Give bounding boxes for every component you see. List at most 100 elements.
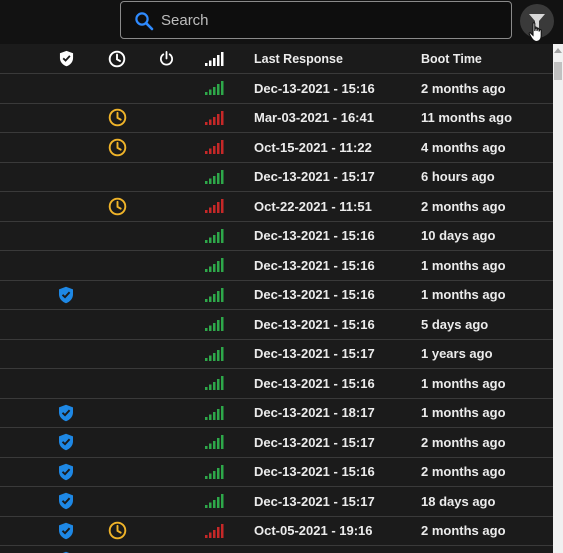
col-header-power[interactable] <box>156 44 176 73</box>
clock-cell <box>106 369 128 398</box>
table-row[interactable]: Oct-05-2021 - 19:16 2 months ago <box>0 517 553 546</box>
signal-cell <box>203 310 227 339</box>
power-cell <box>156 104 176 133</box>
filter-button[interactable] <box>520 4 554 43</box>
clock-cell <box>106 192 128 221</box>
shield-check-icon <box>59 434 73 451</box>
table-row[interactable]: Oct-15-2021 - 11:22 4 months ago <box>0 133 553 163</box>
clock-icon <box>108 138 126 157</box>
boot-time-cell: 2 months ago <box>421 523 506 539</box>
last-response-cell: Dec-13-2021 - 15:17 <box>254 346 375 362</box>
last-response-cell: Mar-03-2021 - 16:41 <box>254 110 374 126</box>
scroll-up-arrow[interactable] <box>554 48 562 53</box>
scroll-thumb[interactable] <box>554 62 562 80</box>
protection-cell <box>56 487 76 516</box>
boot-time-cell: 1 months ago <box>421 257 506 273</box>
signal-cell <box>203 458 227 487</box>
protection-cell <box>56 428 76 457</box>
clock-cell <box>106 428 128 457</box>
boot-time-cell <box>421 546 551 553</box>
clock-cell <box>106 281 128 310</box>
power-cell <box>156 340 176 369</box>
table-row[interactable]: Dec-13-2021 - 15:16 1 months ago <box>0 281 553 310</box>
table-row[interactable]: Dec-13-2021 - 15:16 2 months ago <box>0 458 553 487</box>
table-row[interactable]: Dec-13-2021 - 18:17 1 months ago <box>0 399 553 428</box>
clock-icon <box>108 197 126 216</box>
col-header-boot-time[interactable]: Boot Time <box>421 51 482 66</box>
signal-cell <box>203 222 227 251</box>
table-row[interactable]: Dec-13-2021 - 15:16 10 days ago <box>0 222 553 251</box>
signal-icon <box>205 287 224 302</box>
shield-check-icon <box>59 493 73 510</box>
boot-time-cell: 5 days ago <box>421 316 489 332</box>
table-row[interactable]: Dec-13-2021 - 15:16 1 months ago <box>0 369 553 399</box>
table-row[interactable]: Dec-13-2021 - 15:16 2 months ago <box>0 74 553 104</box>
table-row[interactable]: Dec-13-2021 - 15:17 6 hours ago <box>0 163 553 192</box>
protection-cell <box>56 399 76 428</box>
last-response-cell: Oct-15-2021 - 11:22 <box>254 139 372 155</box>
power-cell <box>156 133 176 162</box>
signal-cell <box>203 369 227 398</box>
power-cell <box>156 310 176 339</box>
protection-cell <box>56 222 76 251</box>
signal-cell <box>203 133 227 162</box>
col-header-last-response[interactable]: Last Response <box>254 51 343 66</box>
last-response-cell: Dec-13-2021 - 18:17 <box>254 405 375 421</box>
col-header-clock[interactable] <box>106 44 128 73</box>
last-response-cell: Oct-05-2021 - 19:16 <box>254 523 373 539</box>
signal-cell <box>203 251 227 280</box>
clock-cell <box>106 517 128 546</box>
last-response-cell <box>254 546 414 553</box>
signal-icon <box>205 376 224 391</box>
signal-cell <box>203 163 227 192</box>
last-response-cell: Dec-13-2021 - 15:16 <box>254 375 375 391</box>
protection-cell <box>56 458 76 487</box>
clock-cell <box>106 458 128 487</box>
vertical-scrollbar[interactable] <box>553 44 563 553</box>
power-cell <box>156 192 176 221</box>
search-input[interactable] <box>161 8 491 32</box>
signal-icon <box>205 199 224 214</box>
table-row[interactable]: Dec-13-2021 - 15:17 2 months ago <box>0 428 553 458</box>
clock-cell <box>106 340 128 369</box>
table-row[interactable]: Dec-13-2021 - 15:16 1 months ago <box>0 251 553 281</box>
boot-time-cell: 2 months ago <box>421 464 506 480</box>
col-header-signal[interactable] <box>203 44 227 73</box>
power-cell <box>156 163 176 192</box>
col-header-protection[interactable] <box>56 44 76 73</box>
table-row[interactable]: Dec-13-2021 - 15:16 5 days ago <box>0 310 553 340</box>
signal-icon <box>205 435 224 450</box>
table-row[interactable]: Oct-22-2021 - 11:51 2 months ago <box>0 192 553 222</box>
filter-icon <box>529 14 545 28</box>
boot-time-cell: 1 months ago <box>421 405 506 421</box>
power-cell <box>156 369 176 398</box>
table-row[interactable]: Mar-03-2021 - 16:41 11 months ago <box>0 104 553 133</box>
clock-cell <box>106 104 128 133</box>
power-cell <box>156 517 176 546</box>
protection-cell <box>56 133 76 162</box>
signal-cell <box>203 104 227 133</box>
table-row[interactable]: Dec-13-2021 - 15:17 1 years ago <box>0 340 553 369</box>
signal-icon <box>205 317 224 332</box>
boot-time-cell: 2 months ago <box>421 80 506 96</box>
signal-icon <box>205 228 224 243</box>
boot-time-cell: 10 days ago <box>421 228 496 244</box>
table-header: Last Response Boot Time <box>0 44 553 74</box>
shield-check-icon <box>59 50 73 67</box>
power-cell <box>156 74 176 103</box>
power-icon <box>159 51 173 66</box>
power-cell <box>156 487 176 516</box>
table-row[interactable]: Dec-13-2021 - 15:17 18 days ago <box>0 487 553 517</box>
shield-check-icon <box>59 522 73 539</box>
last-response-cell: Dec-13-2021 - 15:17 <box>254 493 375 509</box>
boot-time-cell: 1 months ago <box>421 375 506 391</box>
clock-cell <box>106 133 128 162</box>
search-box[interactable] <box>120 1 512 39</box>
shield-check-icon <box>59 286 73 303</box>
clock-cell <box>106 74 128 103</box>
clock-cell <box>106 251 128 280</box>
signal-cell <box>203 546 227 553</box>
signal-icon <box>205 81 224 96</box>
boot-time-cell: 2 months ago <box>421 434 506 450</box>
table-row[interactable] <box>0 546 553 553</box>
